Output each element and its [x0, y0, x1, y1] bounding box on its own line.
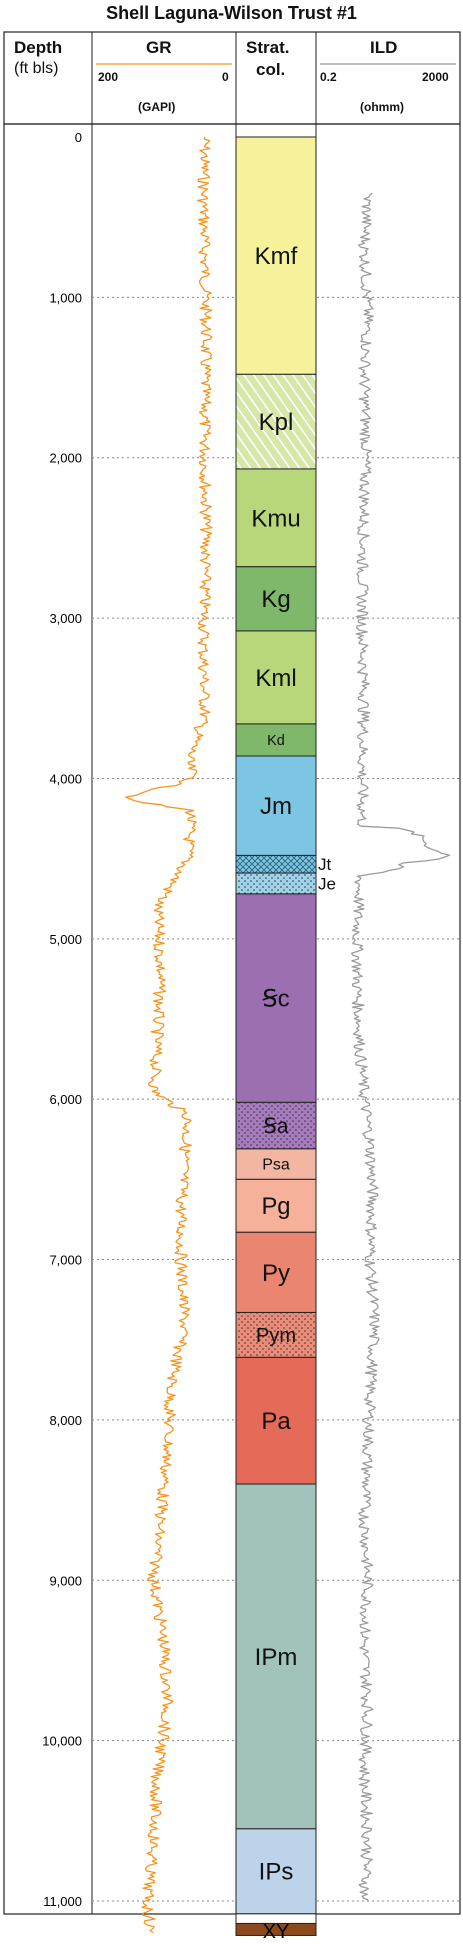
strat-unit [235, 1483, 317, 1830]
depth-tick-label: 3,000 [49, 611, 82, 626]
ild-unit: (ohmm) [360, 100, 404, 114]
strat-unit [235, 468, 317, 568]
strat-unit [235, 136, 317, 375]
strat-unit-label: Kg [261, 586, 290, 613]
ild-scale-max: 2000 [422, 70, 449, 84]
strat-unit-label: Pg [261, 1193, 290, 1220]
strat-unit-label: Pym [256, 1325, 296, 1347]
depth-tick-label: 5,000 [49, 932, 82, 947]
strat-unit-label: Ꞩa [264, 1115, 289, 1138]
depth-tick-label: 6,000 [49, 1092, 82, 1107]
gr-scale-min: 200 [98, 70, 119, 84]
gr-curve [125, 136, 213, 1933]
depth-tick-label: 10,000 [42, 1734, 82, 1749]
strat-unit-label: Jt [318, 855, 332, 874]
strat-unit [235, 1828, 317, 1915]
strat-unit [235, 1231, 317, 1313]
strat-unit-label: Je [318, 874, 336, 893]
strat-unit [235, 566, 317, 632]
depth-tick-label: 2,000 [49, 451, 82, 466]
strat-unit-label: Kd [267, 733, 285, 749]
strat-unit-label: IPs [259, 1859, 294, 1886]
strat-unit-label: Ꞩc [262, 986, 289, 1013]
gr-header: GR [146, 38, 172, 57]
ild-scale-min: 0.2 [320, 70, 337, 84]
strat-unit-label: Jm [260, 793, 292, 820]
strat-unit [235, 1356, 317, 1485]
depth-tick-label: 0 [75, 130, 82, 145]
log-curves [125, 136, 451, 1933]
strat-unit-label: Kmf [255, 243, 298, 270]
strat-unit-label: Psa [262, 1157, 290, 1174]
strat-unit [235, 1148, 317, 1180]
strat-unit [235, 893, 317, 1103]
depth-tick-label: 4,000 [49, 771, 82, 786]
strat-unit-label: Pa [261, 1408, 291, 1435]
strat-unit-label: IPm [255, 1644, 298, 1671]
depth-tick-label: 7,000 [49, 1253, 82, 1268]
ild-header: ILD [370, 38, 398, 57]
ild-curve [350, 192, 451, 1901]
depth-header: Depth [14, 38, 63, 57]
depth-gridlines [92, 296, 460, 1902]
strat-unit [235, 854, 317, 874]
plot-frame [3, 123, 461, 1915]
depth-tick-label: 8,000 [49, 1413, 82, 1428]
gr-scale-max: 0 [222, 70, 229, 84]
strat-unit [235, 373, 317, 470]
chart-title: Shell Laguna-Wilson Trust #1 [106, 3, 357, 23]
strat-unit [235, 1178, 317, 1233]
depth-tick-label: 9,000 [49, 1573, 82, 1588]
basement-block [235, 1922, 317, 1936]
strat-header-1: Strat. [246, 38, 290, 57]
strat-unit-pattern [236, 1312, 316, 1358]
depth-unit: (ft bls) [14, 60, 59, 77]
strat-unit-label: Kmu [251, 505, 300, 532]
depth-tick-label: 11,000 [43, 1894, 82, 1909]
strat-unit-pattern [236, 873, 316, 894]
strat-unit-label: Kml [255, 665, 296, 692]
strat-unit [235, 755, 317, 856]
gr-unit: (GAPI) [138, 100, 176, 114]
depth-tick-label: 1,000 [49, 290, 82, 305]
basement-label: XY [263, 1921, 290, 1943]
strat-unit [235, 723, 317, 757]
depth-tick-labels: 0 1,000 2,000 3,000 4,000 5,000 6,000 7,000 8,00… [42, 130, 82, 1909]
strat-unit [235, 630, 317, 725]
strat-unit-label: Kpl [259, 409, 294, 436]
strat-header-2: col. [256, 60, 286, 79]
strat-unit-pattern [236, 1102, 316, 1149]
strat-unit-label: Py [262, 1260, 290, 1287]
